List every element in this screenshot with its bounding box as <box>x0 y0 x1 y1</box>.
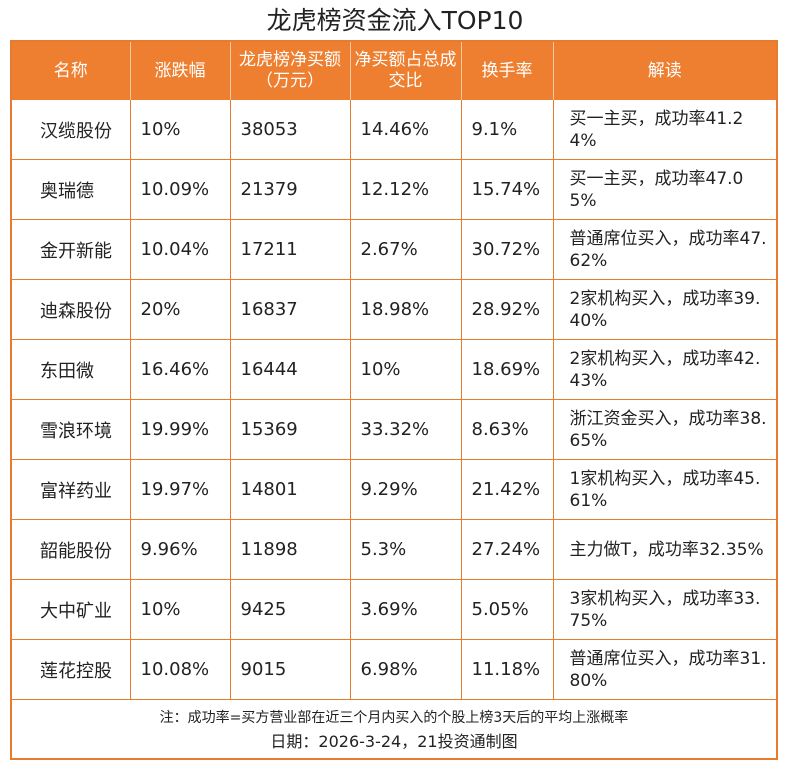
cell-name: 雪浪环境 <box>12 399 131 460</box>
cell-net-buy: 17211 <box>230 219 351 280</box>
cell-interpretation: 主力做T，成功率32.35% <box>553 519 776 580</box>
cell-net-buy: 16837 <box>230 279 351 340</box>
table-row: 莲花控股 10.08% 9015 6.98% 11.18% 普通席位买入，成功率31.80… <box>12 639 776 700</box>
cell-net-buy: 9425 <box>230 579 351 640</box>
cell-turnover: 15.74% <box>461 159 554 220</box>
cell-net-buy-ratio: 14.46% <box>350 100 462 160</box>
cell-change: 9.96% <box>130 519 231 580</box>
cell-interpretation: 普通席位买入，成功率31.80% <box>553 639 776 700</box>
cell-net-buy: 21379 <box>230 159 351 220</box>
cell-net-buy-ratio: 12.12% <box>350 159 462 220</box>
cell-change: 19.97% <box>130 459 231 520</box>
cell-turnover: 28.92% <box>461 279 554 340</box>
cell-turnover: 5.05% <box>461 579 554 640</box>
cell-name: 金开新能 <box>12 219 131 280</box>
cell-net-buy-ratio: 9.29% <box>350 459 462 520</box>
capital-inflow-table: 名称 涨跌幅 龙虎榜净买额（万元） 净买额占总成交比 换手率 解读 汉缆股份 10… <box>12 42 776 700</box>
cell-name: 韶能股份 <box>12 519 131 580</box>
cell-change: 10% <box>130 579 231 640</box>
cell-net-buy-ratio: 2.67% <box>350 219 462 280</box>
cell-turnover: 9.1% <box>461 100 554 160</box>
cell-net-buy-ratio: 18.98% <box>350 279 462 340</box>
cell-interpretation: 买一主买，成功率41.24% <box>553 100 776 160</box>
footnote: 注：成功率=买方营业部在近三个月内买入的个股上榜3天后的平均上涨概率 <box>159 710 629 726</box>
table-row: 东田微 16.46% 16444 10% 18.69% 2家机构买入，成功率42.43% <box>12 339 776 400</box>
cell-turnover: 8.63% <box>461 399 554 460</box>
table-frame <box>10 40 778 760</box>
header-interpretation: 解读 <box>553 42 776 100</box>
header-change: 涨跌幅 <box>130 42 231 100</box>
cell-change: 20% <box>130 279 231 340</box>
cell-net-buy-ratio: 33.32% <box>350 399 462 460</box>
cell-name: 汉缆股份 <box>12 100 131 160</box>
cell-net-buy: 11898 <box>230 519 351 580</box>
cell-name: 东田微 <box>12 339 131 400</box>
cell-net-buy: 16444 <box>230 339 351 400</box>
cell-net-buy: 38053 <box>230 100 351 160</box>
cell-turnover: 21.42% <box>461 459 554 520</box>
cell-net-buy: 15369 <box>230 399 351 460</box>
header-name: 名称 <box>12 42 131 100</box>
cell-name: 奥瑞德 <box>12 159 131 220</box>
cell-net-buy-ratio: 10% <box>350 339 462 400</box>
table-row: 大中矿业 10% 9425 3.69% 5.05% 3家机构买入，成功率33.75% <box>12 579 776 640</box>
cell-net-buy-ratio: 6.98% <box>350 639 462 700</box>
table-row: 韶能股份 9.96% 11898 5.3% 27.24% 主力做T，成功率32.35% <box>12 519 776 580</box>
cell-turnover: 30.72% <box>461 219 554 280</box>
cell-change: 10.08% <box>130 639 231 700</box>
header-net-buy: 龙虎榜净买额（万元） <box>230 42 351 100</box>
date-credit: 日期：2026-3-24，21投资通制图 <box>270 732 518 751</box>
header-net-buy-ratio: 净买额占总成交比 <box>350 42 462 100</box>
cell-turnover: 11.18% <box>461 639 554 700</box>
cell-name: 莲花控股 <box>12 639 131 700</box>
cell-net-buy-ratio: 3.69% <box>350 579 462 640</box>
cell-interpretation: 1家机构买入，成功率45.61% <box>553 459 776 520</box>
cell-change: 10.09% <box>130 159 231 220</box>
cell-change: 10.04% <box>130 219 231 280</box>
cell-turnover: 27.24% <box>461 519 554 580</box>
cell-interpretation: 2家机构买入，成功率39.40% <box>553 279 776 340</box>
cell-interpretation: 普通席位买入，成功率47.62% <box>553 219 776 280</box>
cell-change: 19.99% <box>130 399 231 460</box>
table-row: 汉缆股份 10% 38053 14.46% 9.1% 买一主买，成功率41.24% <box>12 100 776 160</box>
header-turnover: 换手率 <box>461 42 554 100</box>
cell-interpretation: 买一主买，成功率47.05% <box>553 159 776 220</box>
cell-name: 迪森股份 <box>12 279 131 340</box>
cell-change: 10% <box>130 100 231 160</box>
table-row: 雪浪环境 19.99% 15369 33.32% 8.63% 浙江资金买入，成功率38.6… <box>12 399 776 460</box>
cell-net-buy-ratio: 5.3% <box>350 519 462 580</box>
table-row: 金开新能 10.04% 17211 2.67% 30.72% 普通席位买入，成功率47.6… <box>12 219 776 280</box>
cell-name: 富祥药业 <box>12 459 131 520</box>
cell-turnover: 18.69% <box>461 339 554 400</box>
page-title: 龙虎榜资金流入TOP10 <box>266 6 524 35</box>
cell-interpretation: 2家机构买入，成功率42.43% <box>553 339 776 400</box>
table-row: 富祥药业 19.97% 14801 9.29% 21.42% 1家机构买入，成功率45.6… <box>12 459 776 520</box>
cell-interpretation: 浙江资金买入，成功率38.65% <box>553 399 776 460</box>
cell-net-buy: 14801 <box>230 459 351 520</box>
table-row: 奥瑞德 10.09% 21379 12.12% 15.74% 买一主买，成功率47.05% <box>12 159 776 220</box>
cell-name: 大中矿业 <box>12 579 131 640</box>
table-row: 迪森股份 20% 16837 18.98% 28.92% 2家机构买入，成功率39.40% <box>12 279 776 340</box>
table-header-row: 名称 涨跌幅 龙虎榜净买额（万元） 净买额占总成交比 换手率 解读 <box>12 42 776 100</box>
cell-change: 16.46% <box>130 339 231 400</box>
cell-interpretation: 3家机构买入，成功率33.75% <box>553 579 776 640</box>
cell-net-buy: 9015 <box>230 639 351 700</box>
